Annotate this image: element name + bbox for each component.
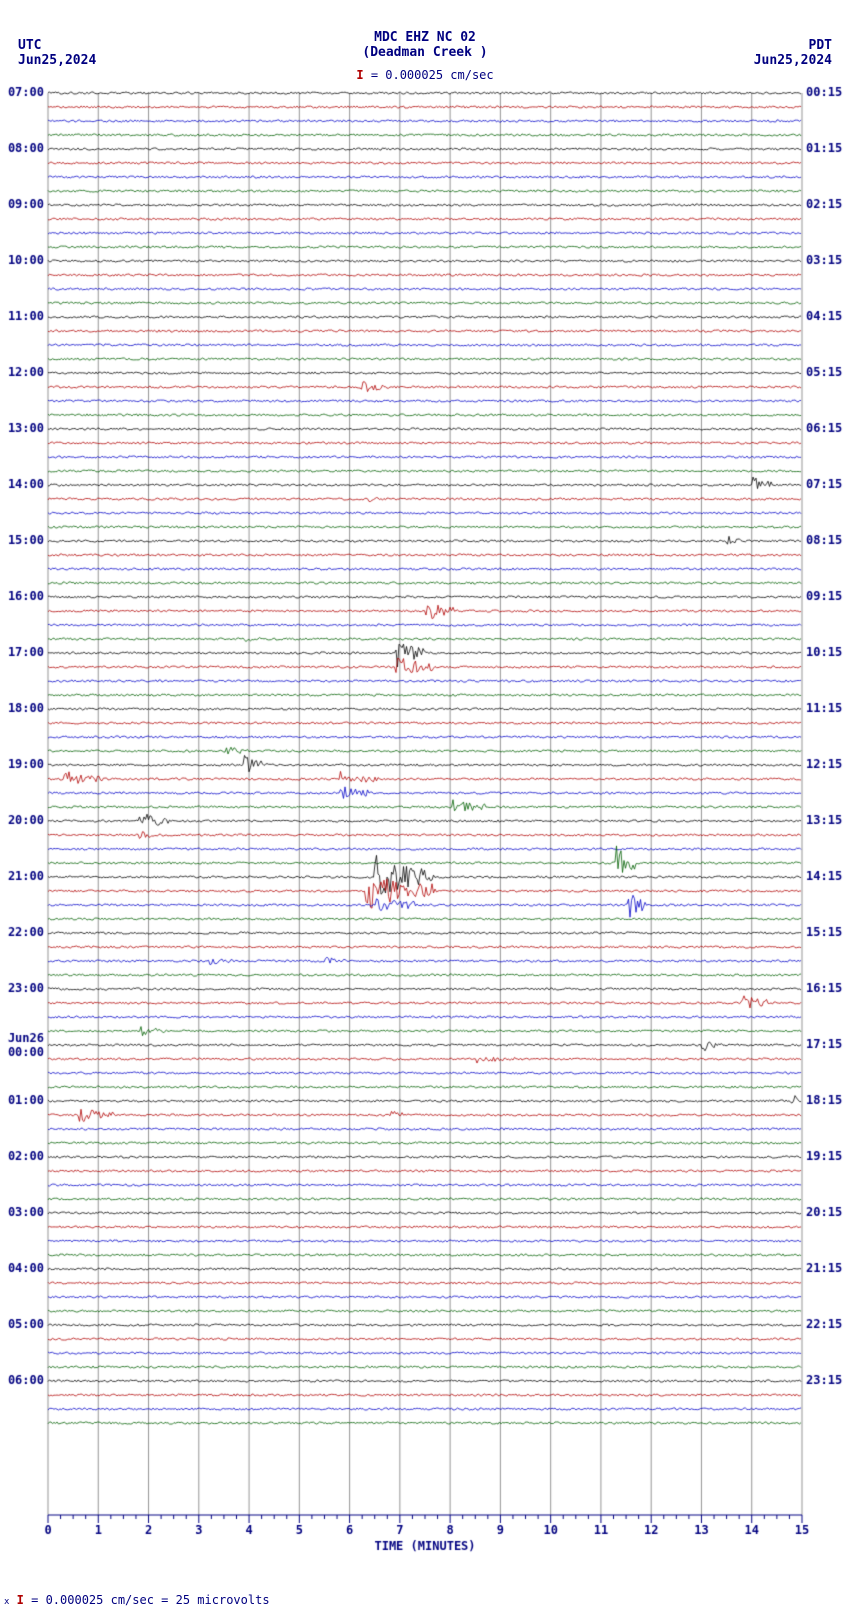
station-location: (Deadman Creek ) [0, 45, 850, 60]
pdt-label: PDT Jun25,2024 [754, 38, 832, 68]
scale-annotation: I = 0.000025 cm/sec [0, 68, 850, 82]
footer-scale: x I = 0.000025 cm/sec = 25 microvolts [4, 1593, 270, 1607]
helicorder-plot [0, 85, 850, 1565]
station-code: MDC EHZ NC 02 [0, 30, 850, 45]
utc-label: UTC Jun25,2024 [18, 38, 96, 68]
header: MDC EHZ NC 02 (Deadman Creek ) [0, 0, 850, 60]
